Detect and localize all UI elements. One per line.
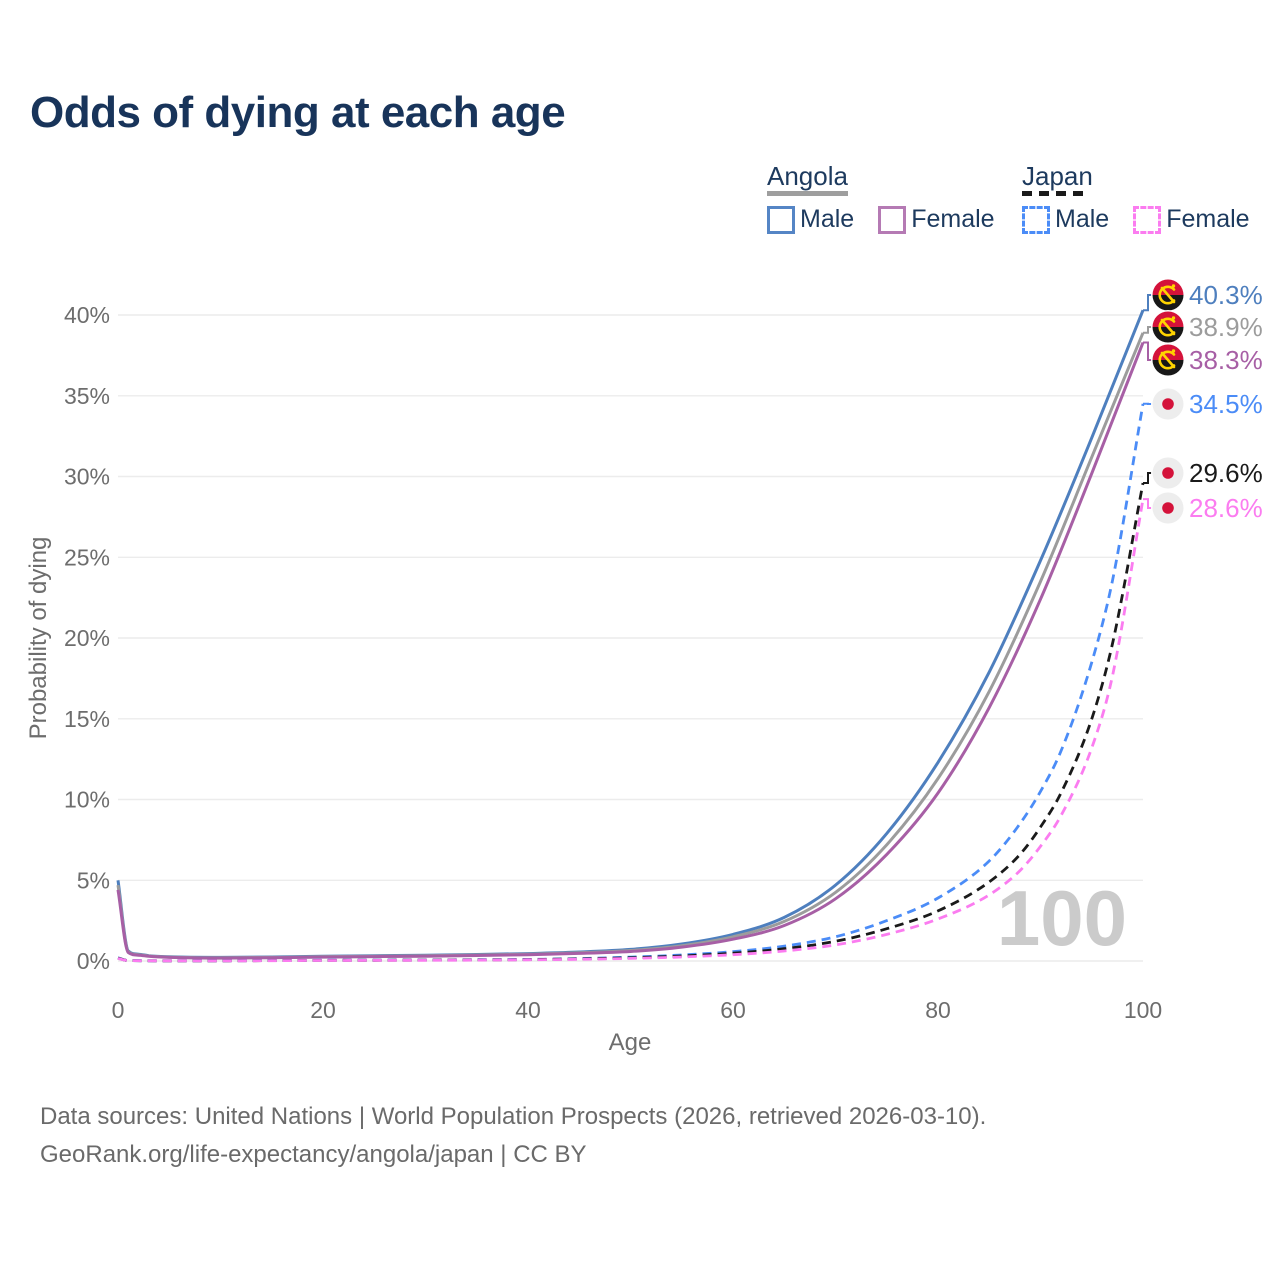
series-line-angola-both[interactable] [116,332,1145,960]
angola-flag-icon [1152,344,1184,376]
legend-group-angola-title: Angola [767,161,848,191]
angola-flag-icon [1152,311,1184,343]
footer: Data sources: United Nations | World Pop… [40,1098,986,1174]
footer-data-sources: Data sources: United Nations | World Pop… [40,1103,987,1130]
y-tick-label: 5% [77,867,110,893]
japan-dashed-line-swatch [1022,191,1088,196]
series-line-japan-both[interactable] [117,482,1145,963]
x-tick-label: 100 [1124,997,1162,1023]
end-label-leader-japan-female [1143,498,1154,509]
x-tick-label: 60 [720,997,746,1023]
series-line-japan-male[interactable] [117,403,1145,963]
chart-title: Odds of dying at each age [30,88,566,137]
end-value-label-japan-female: 28.6% [1189,493,1263,523]
japan-flag-icon [1151,456,1185,490]
end-value-label-angola-both: 38.9% [1189,312,1263,342]
legend-label-japan-male[interactable]: Male [1055,205,1110,233]
watermark-age-100: 100 [997,874,1127,962]
legend-group-angola: Angola Male Female [767,162,995,234]
series-line-angola-female[interactable] [116,341,1145,960]
legend-group-japan-title: Japan [1022,161,1093,191]
end-value-label-japan-both: 29.6% [1189,458,1263,488]
y-tick-label: 15% [64,706,110,732]
y-axis-title: Probability of dying [25,537,52,740]
series-line-japan-female[interactable] [117,498,1145,963]
legend-label-angola-female[interactable]: Female [911,205,995,233]
y-tick-label: 35% [64,383,110,409]
legend-swatch-japan-female-icon[interactable] [1133,205,1162,234]
y-tick-label: 30% [64,464,110,490]
x-tick-label: 0 [112,997,125,1023]
japan-flag-icon [1151,491,1185,525]
footer-attribution: GeoRank.org/life-expectancy/angola/japan… [40,1141,587,1168]
x-tick-label: 80 [925,997,951,1023]
end-label-leader-angola-both [1143,326,1154,334]
x-tick-label: 40 [515,997,541,1023]
legend-swatch-angola-female-icon[interactable] [878,205,907,234]
legend-group-japan: Japan Male Female [1022,162,1250,234]
end-value-label-angola-female: 38.3% [1189,345,1263,375]
x-axis-title: Age [609,1029,652,1056]
end-label-leader-japan-both [1143,472,1154,484]
end-value-label-japan-male: 34.5% [1189,389,1263,419]
y-tick-label: 20% [64,625,110,651]
end-label-leader-angola-male [1143,294,1154,312]
y-tick-label: 0% [77,948,110,974]
japan-flag-icon [1151,387,1185,421]
y-tick-label: 10% [64,787,110,813]
legend-swatch-japan-male-icon[interactable] [1022,205,1050,234]
angola-solid-line-swatch [767,191,848,196]
y-tick-label: 40% [64,302,110,328]
legend-label-japan-female[interactable]: Female [1166,205,1250,233]
legend-swatch-angola-male-icon[interactable] [767,205,795,234]
x-tick-label: 20 [310,997,336,1023]
legend-label-angola-male[interactable]: Male [800,205,855,233]
end-value-label-angola-male: 40.3% [1189,280,1263,310]
end-label-leader-angola-female [1143,341,1154,361]
y-tick-label: 25% [64,544,110,570]
angola-flag-icon [1152,279,1184,311]
